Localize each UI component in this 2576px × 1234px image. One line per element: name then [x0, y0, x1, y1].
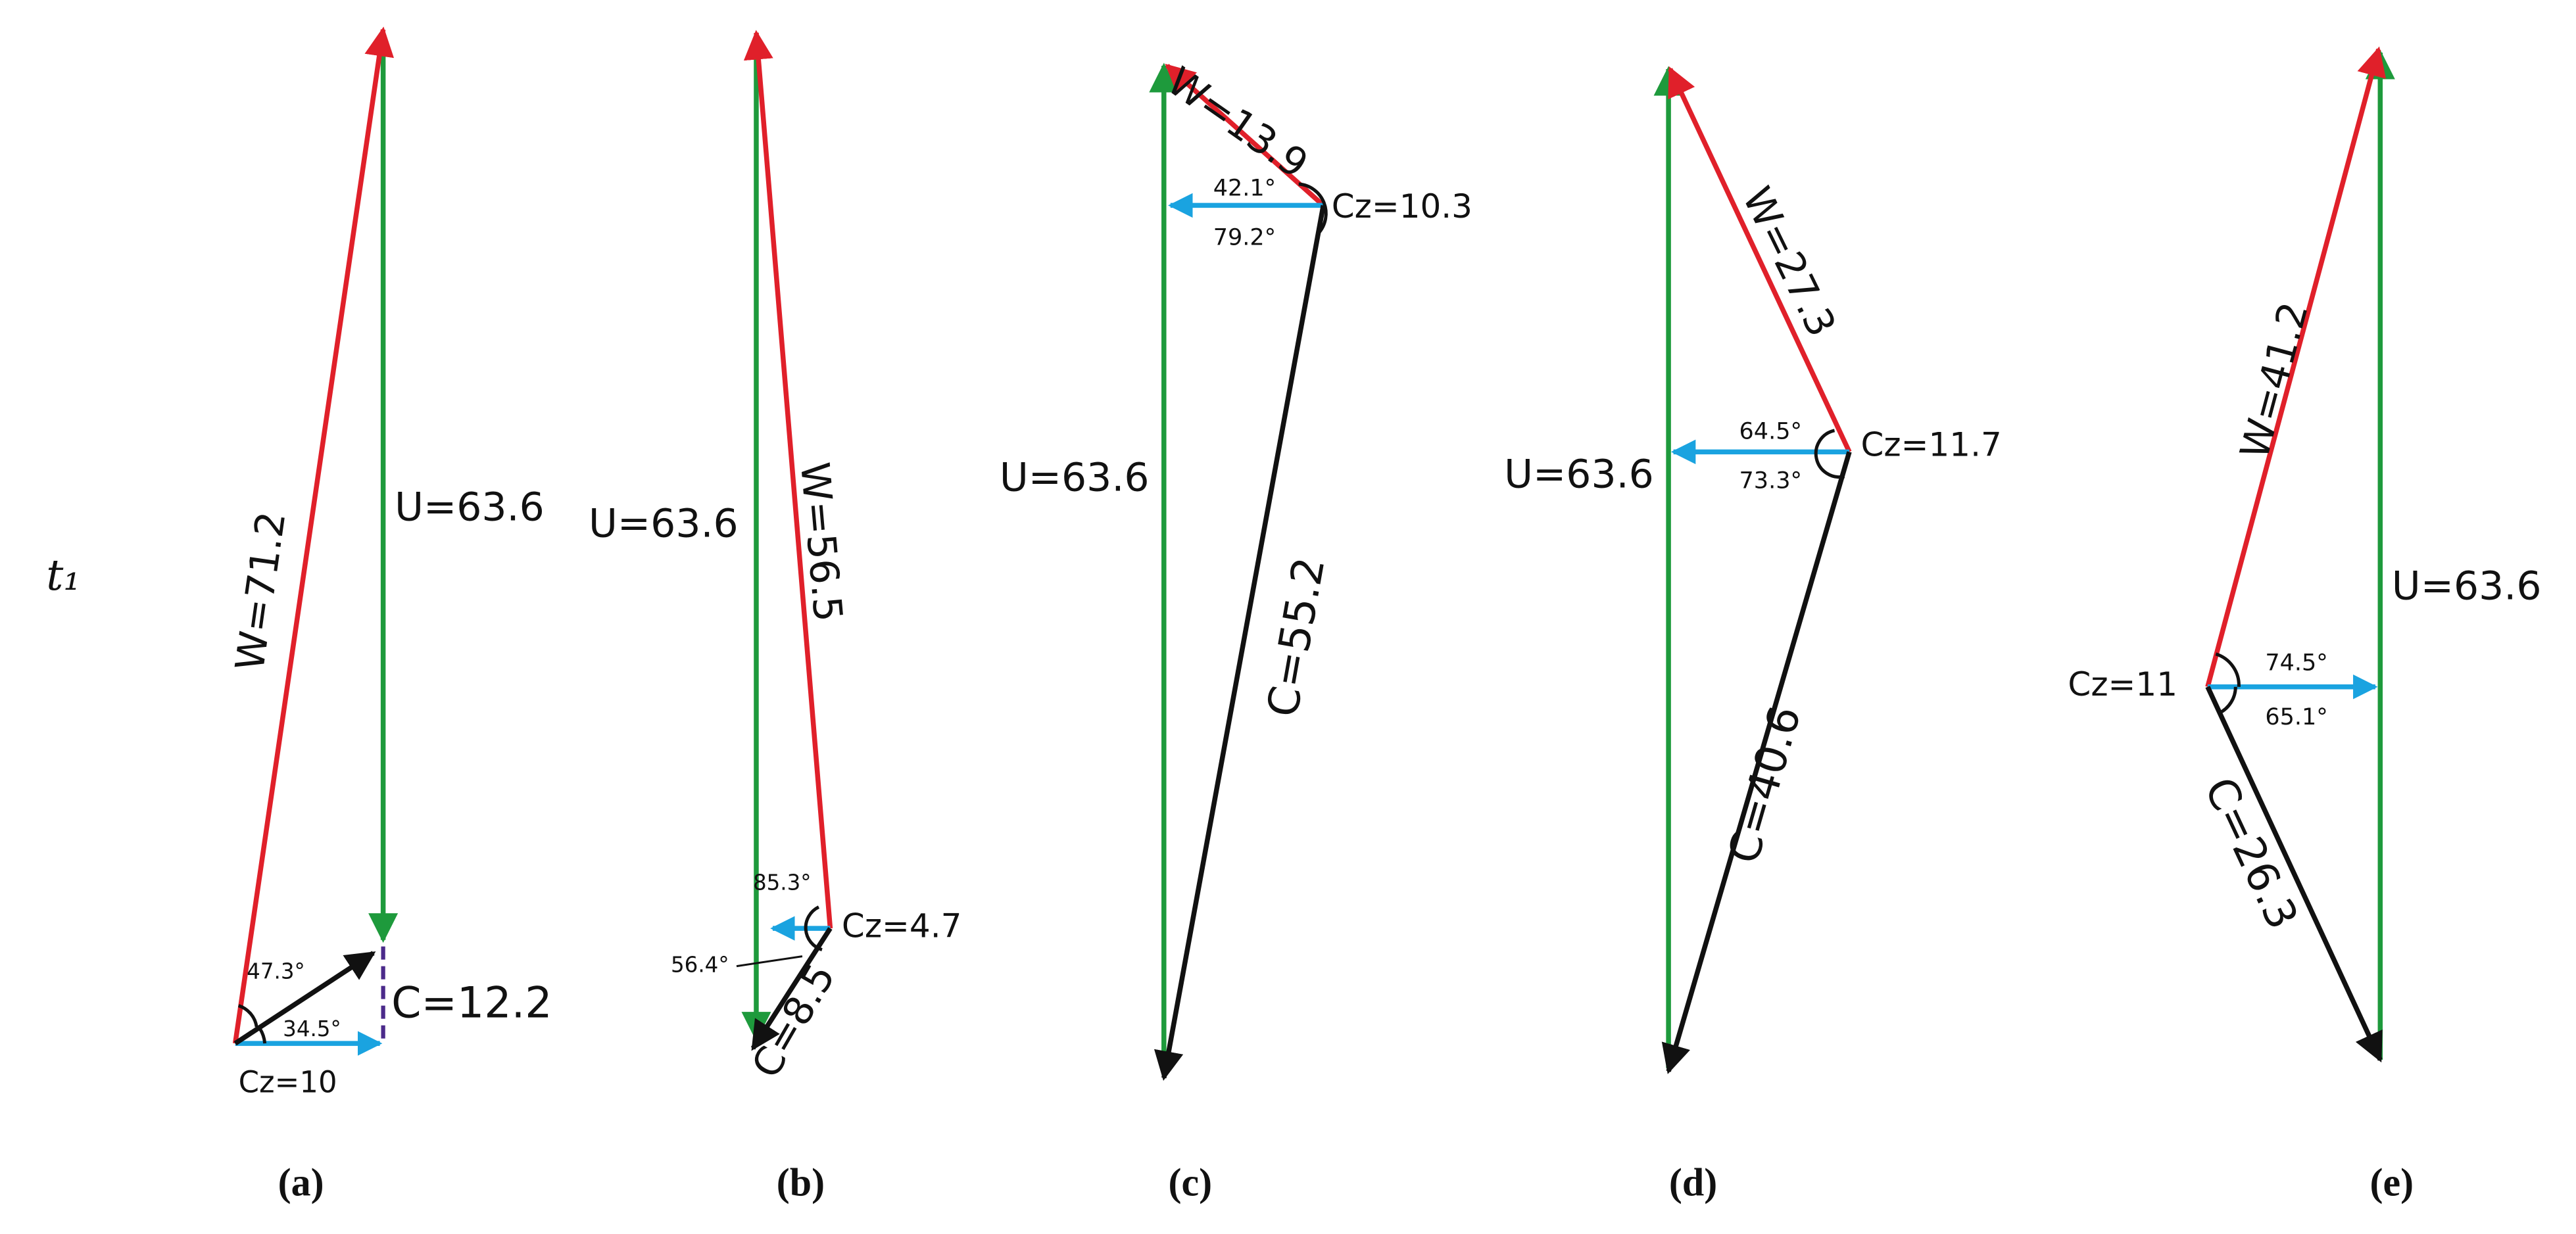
label: W=41.2: [2231, 298, 2318, 464]
label: 56.4°: [671, 953, 729, 978]
label: U=63.6: [1504, 451, 1654, 497]
angle-arc: [1814, 429, 1845, 479]
panel-caption: (e): [2370, 1160, 2414, 1204]
label: U=63.6: [589, 500, 739, 546]
label: W=13.9: [1159, 59, 1316, 188]
label: C=40.6: [1719, 701, 1810, 869]
angle-arc: [2218, 686, 2237, 715]
pointer: [736, 955, 803, 968]
label: Cz=11.7: [1861, 425, 2002, 463]
label: 65.1°: [2265, 704, 2327, 730]
angle-arc: [804, 905, 823, 952]
label: Cz=10.3: [1332, 187, 1472, 225]
label: U=63.6: [1000, 454, 1150, 500]
label: C=55.2: [1258, 554, 1334, 721]
label: Cz=4.7: [842, 907, 961, 945]
w-vector: [1165, 63, 1325, 208]
c-vector: [233, 951, 376, 1046]
label: C=26.3: [2195, 771, 2307, 937]
label: Cz=10: [239, 1065, 337, 1100]
w-vector: [743, 30, 833, 929]
side-label: t₁: [46, 551, 80, 600]
label: 73.3°: [1739, 467, 1802, 494]
c-vector: [2205, 686, 2383, 1063]
label: C=12.2: [391, 979, 552, 1028]
angle-arc: [2215, 652, 2241, 687]
c-vector: [1661, 451, 1852, 1074]
panel-caption: (d): [1669, 1160, 1717, 1204]
angle-arc: [237, 1004, 258, 1028]
label: 64.5°: [1739, 418, 1802, 444]
label: U=63.6: [2392, 563, 2542, 609]
w-vector: [2205, 46, 2387, 688]
label: W=56.5: [791, 460, 851, 623]
label: 42.1°: [1213, 175, 1276, 201]
label: W=71.2: [227, 509, 295, 673]
label: Cz=11: [2068, 665, 2177, 703]
panel-caption: (a): [278, 1160, 324, 1204]
label: 74.5°: [2265, 650, 2327, 676]
label: 85.3°: [753, 870, 812, 895]
label: 47.3°: [247, 959, 305, 984]
c-vector: [1154, 204, 1326, 1081]
label: U=63.6: [395, 484, 545, 530]
label: 34.5°: [283, 1016, 341, 1041]
angle-arc: [258, 1028, 267, 1044]
w-vector: [1668, 66, 1852, 453]
w-vector: [232, 26, 395, 1044]
panel-caption: (b): [777, 1160, 825, 1204]
panel-caption: (c): [1169, 1160, 1213, 1204]
label: 79.2°: [1213, 224, 1276, 250]
angle-arc: [1298, 182, 1328, 235]
